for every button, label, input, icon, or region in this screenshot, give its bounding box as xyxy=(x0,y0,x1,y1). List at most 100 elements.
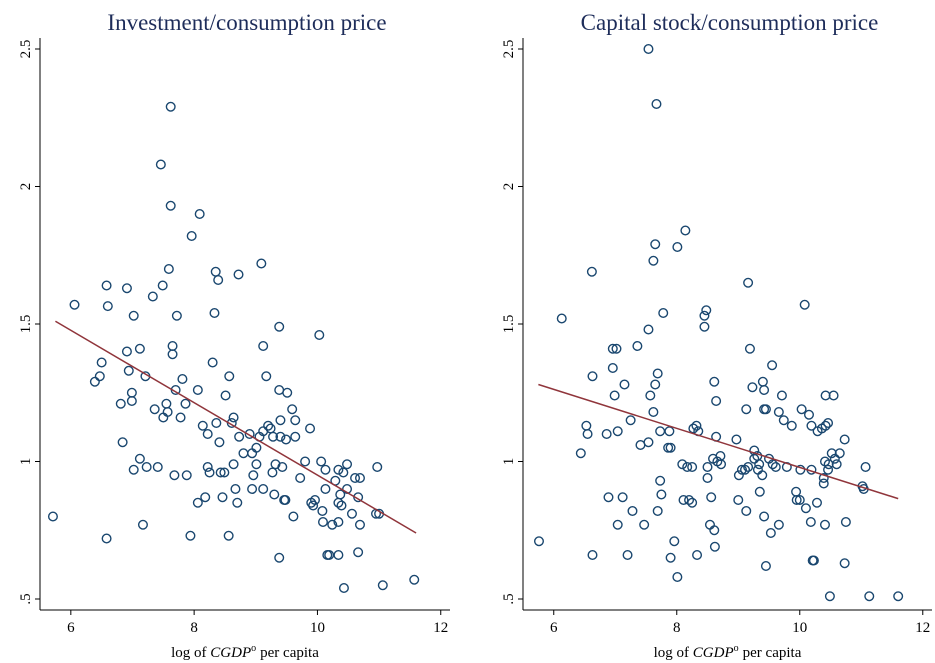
point xyxy=(808,555,819,566)
y-tick-label: 1.5 xyxy=(18,315,34,334)
point xyxy=(223,530,234,541)
point xyxy=(611,343,622,354)
point xyxy=(258,484,269,495)
point xyxy=(288,511,299,522)
point xyxy=(747,382,758,393)
point xyxy=(687,497,698,508)
point xyxy=(770,462,781,473)
point xyxy=(338,467,349,478)
point xyxy=(860,462,871,473)
point xyxy=(575,448,586,459)
point xyxy=(643,324,654,335)
point xyxy=(163,264,174,275)
point xyxy=(161,398,172,409)
point xyxy=(776,390,787,401)
point xyxy=(290,431,301,442)
point xyxy=(317,517,328,528)
x-label-italic: CGDP xyxy=(210,645,251,661)
point xyxy=(680,225,691,236)
y-tick-label: .5 xyxy=(18,593,34,604)
point xyxy=(893,591,904,602)
point xyxy=(650,239,661,250)
point xyxy=(228,459,239,470)
x-tick-label: 6 xyxy=(550,620,558,636)
point xyxy=(202,429,213,440)
point xyxy=(409,574,420,585)
point xyxy=(627,506,638,517)
point xyxy=(333,464,344,475)
point xyxy=(152,462,163,473)
point xyxy=(247,484,258,495)
point xyxy=(760,404,771,415)
point xyxy=(823,418,834,429)
point xyxy=(192,385,203,396)
point xyxy=(209,308,220,319)
point xyxy=(338,583,349,594)
point xyxy=(290,415,301,426)
point xyxy=(651,98,662,109)
x-label-text: log of xyxy=(171,645,206,661)
point xyxy=(186,230,197,241)
point xyxy=(268,431,279,442)
point xyxy=(267,467,278,478)
point xyxy=(664,426,675,437)
point xyxy=(280,495,291,506)
point xyxy=(678,495,689,506)
point xyxy=(121,346,132,357)
x-tick-label: 10 xyxy=(792,620,807,636)
point xyxy=(652,368,663,379)
point xyxy=(308,500,319,511)
x-label-text: per capita xyxy=(743,645,802,661)
point xyxy=(834,448,845,459)
point xyxy=(799,299,810,310)
point xyxy=(669,536,680,547)
point xyxy=(248,470,259,481)
point xyxy=(786,420,797,431)
point xyxy=(702,473,713,484)
point xyxy=(767,459,778,470)
point xyxy=(314,330,325,341)
point xyxy=(692,550,703,561)
x-tick-label: 10 xyxy=(310,620,325,636)
x-axis-label: log of CGDPo per capita xyxy=(654,643,802,661)
point xyxy=(155,159,166,170)
point xyxy=(773,519,784,530)
point xyxy=(607,343,618,354)
x-tick-label: 6 xyxy=(67,620,75,636)
point xyxy=(688,423,699,434)
point xyxy=(320,464,331,475)
point xyxy=(234,431,245,442)
point xyxy=(796,404,807,415)
point xyxy=(274,385,285,396)
point xyxy=(282,387,293,398)
x-tick-label: 8 xyxy=(673,620,681,636)
point xyxy=(840,517,851,528)
point xyxy=(335,489,346,500)
point xyxy=(736,464,747,475)
x-label-italic: CGDP xyxy=(693,645,734,661)
point xyxy=(759,511,770,522)
point xyxy=(533,536,544,547)
point xyxy=(353,547,364,558)
point xyxy=(831,459,842,470)
point xyxy=(287,404,298,415)
point xyxy=(128,310,139,321)
point xyxy=(181,470,192,481)
point xyxy=(743,277,754,288)
point xyxy=(123,365,134,376)
point xyxy=(740,464,751,475)
point xyxy=(655,426,666,437)
point xyxy=(760,561,771,572)
point xyxy=(648,255,659,266)
point xyxy=(274,321,285,332)
point xyxy=(765,528,776,539)
point xyxy=(228,412,239,423)
chart-title: Capital stock/consumption price xyxy=(581,10,879,35)
chart-title: Investment/consumption price xyxy=(107,10,386,35)
point xyxy=(702,462,713,473)
point xyxy=(757,376,768,387)
point xyxy=(603,492,614,503)
point xyxy=(709,525,720,536)
point xyxy=(711,396,722,407)
